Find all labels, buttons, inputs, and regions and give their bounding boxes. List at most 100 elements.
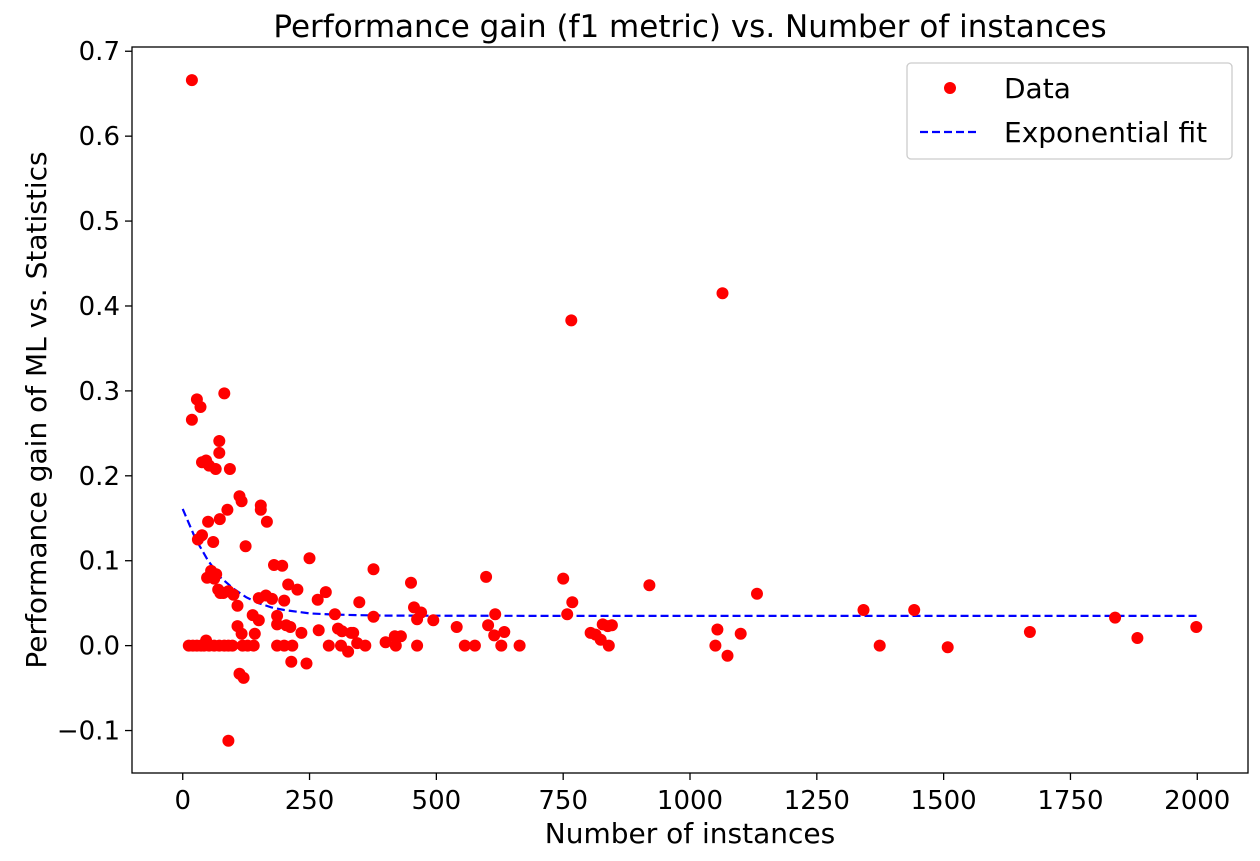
data-point — [312, 624, 325, 637]
legend: Data Exponential fit — [906, 62, 1233, 160]
data-point — [285, 655, 298, 668]
data-point — [347, 626, 360, 639]
fit-layer — [181, 508, 1198, 617]
x-tick-label: 1500 — [911, 786, 977, 816]
data-point — [194, 401, 207, 413]
legend-label-exponential-fit: Exponential fit — [1004, 116, 1207, 149]
data-point — [1131, 632, 1144, 644]
data-point — [209, 463, 222, 475]
y-tick-label: 0.1 — [79, 547, 120, 577]
y-tick-label: −0.1 — [57, 717, 120, 747]
data-point — [941, 641, 954, 654]
x-tick-label: 1750 — [1037, 786, 1103, 816]
data-point — [716, 287, 729, 300]
data-point — [734, 627, 747, 640]
data-point — [342, 645, 355, 658]
data-point — [482, 619, 495, 632]
data-point — [311, 593, 324, 606]
legend-label-data: Data — [1004, 72, 1071, 105]
data-point — [260, 515, 273, 528]
data-point — [468, 639, 481, 652]
data-point — [602, 639, 615, 652]
data-point — [213, 446, 226, 459]
y-tick-label: 0.0 — [79, 632, 120, 662]
x-tick-label: 1250 — [784, 786, 850, 816]
plot-area — [181, 74, 1203, 747]
data-point — [254, 503, 267, 516]
data-point — [271, 609, 284, 622]
data-point — [185, 74, 198, 87]
data-point — [495, 639, 508, 652]
data-point — [231, 599, 244, 612]
data-point — [513, 639, 526, 652]
data-point — [566, 596, 579, 609]
data-point — [1023, 626, 1036, 638]
data-point — [411, 639, 424, 652]
data-point — [458, 639, 471, 652]
data-point — [1109, 611, 1122, 624]
y-tick-label: 0.4 — [79, 292, 120, 322]
x-tick-label: 250 — [285, 786, 335, 816]
data-point — [222, 734, 235, 747]
data-point — [237, 671, 250, 684]
data-point — [235, 495, 248, 508]
y-tick-label: 0.3 — [79, 377, 120, 407]
data-point — [213, 435, 226, 447]
y-tick-label: 0.2 — [79, 462, 120, 492]
data-point — [367, 563, 380, 576]
data-point — [282, 578, 295, 591]
x-axis-title: Number of instances — [545, 817, 835, 850]
data-point — [336, 625, 348, 638]
data-point — [751, 587, 763, 600]
data-point — [643, 579, 656, 592]
x-tick-label: 2000 — [1164, 786, 1230, 816]
data-point — [210, 568, 223, 581]
data-point — [284, 621, 297, 633]
y-tick-label: 0.5 — [79, 207, 120, 237]
data-point — [248, 627, 261, 640]
data-point — [1190, 621, 1203, 633]
data-point — [218, 387, 231, 400]
data-point — [247, 639, 260, 652]
data-point — [389, 639, 402, 652]
y-axis-title: Performance gain of ML vs. Statistics — [20, 151, 53, 668]
data-point — [328, 608, 341, 621]
data-point — [353, 596, 366, 609]
y-axis-ticks: −0.1 0.0 0.1 0.2 0.3 0.4 0.5 0.6 0.7 — [57, 37, 132, 747]
data-point — [721, 649, 734, 662]
legend-box — [906, 62, 1233, 160]
data-point — [276, 559, 289, 572]
data-point — [303, 552, 316, 565]
data-point — [185, 413, 198, 426]
y-tick-label: 0.7 — [79, 37, 120, 67]
data-point — [300, 657, 313, 670]
x-tick-label: 500 — [412, 786, 462, 816]
data-point — [286, 639, 299, 652]
x-tick-label: 750 — [538, 786, 588, 816]
exponential-fit-line — [181, 508, 1198, 617]
data-point — [605, 619, 618, 632]
data-point — [450, 621, 463, 633]
data-point — [235, 627, 248, 640]
data-point — [207, 536, 220, 548]
data-point — [291, 583, 304, 596]
data-point — [319, 586, 332, 599]
legend-data-marker — [944, 82, 956, 94]
data-point — [415, 606, 428, 619]
data-point — [489, 608, 502, 621]
data-point — [278, 594, 291, 607]
data-point — [405, 576, 417, 589]
data-point — [295, 626, 308, 639]
data-point — [252, 614, 265, 627]
data-point — [557, 572, 570, 585]
data-point — [226, 639, 239, 652]
data-point — [873, 639, 886, 652]
data-point — [239, 540, 252, 553]
data-point — [202, 515, 215, 528]
data-point — [213, 513, 226, 526]
data-point — [498, 626, 511, 638]
data-point — [367, 610, 380, 623]
x-tick-label: 0 — [174, 786, 191, 816]
data-point — [196, 529, 208, 542]
data-point — [379, 636, 392, 649]
